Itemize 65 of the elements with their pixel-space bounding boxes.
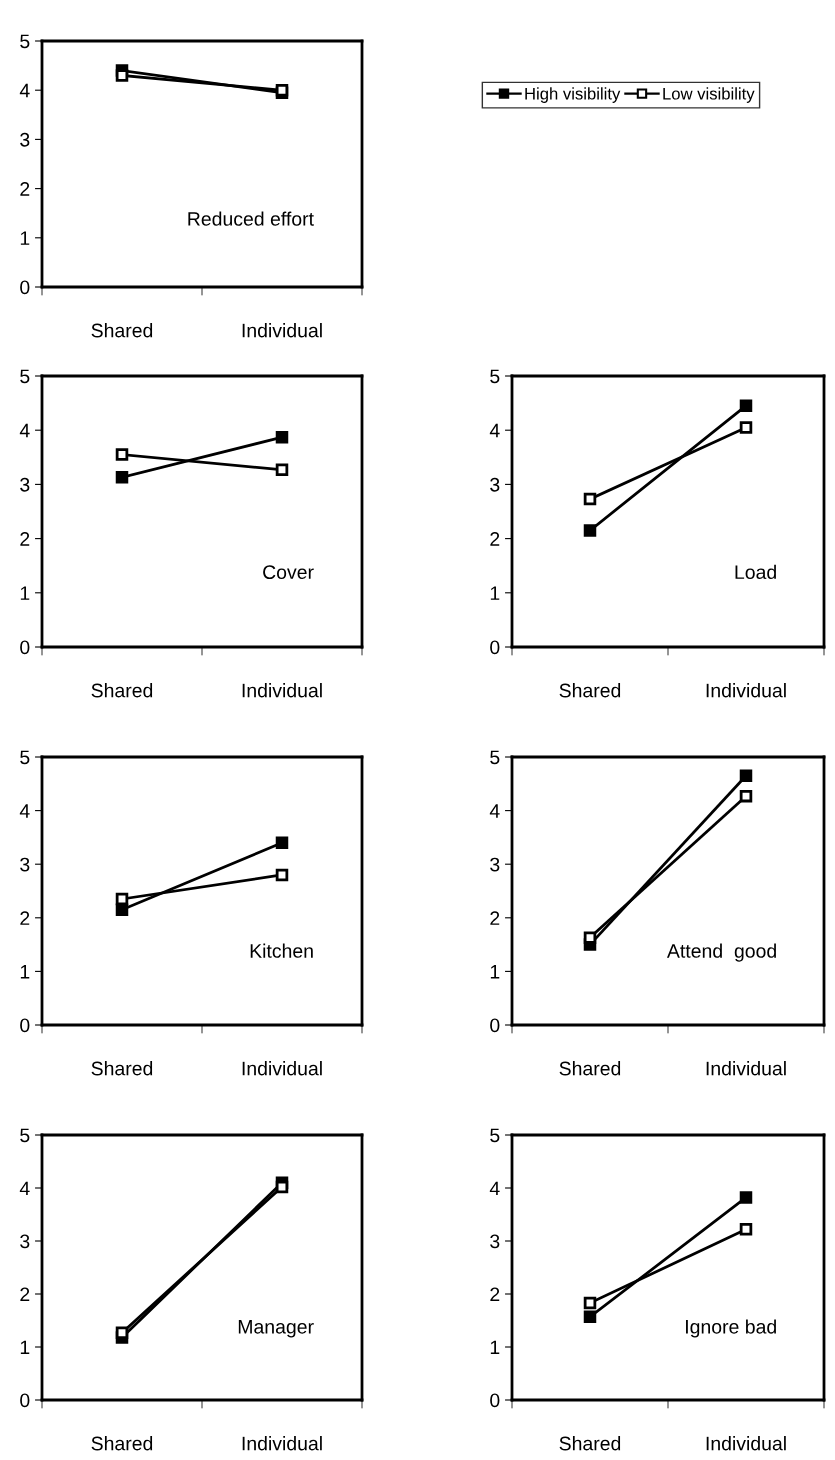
y-tick-label: 0 [20,1018,30,1033]
legend-label: Low visibility [663,87,755,103]
y-tick-label: 4 [489,423,500,438]
y-tick-label: 2 [20,182,30,196]
x-tick-label: Shared [91,1436,153,1451]
x-tick-label: Shared [559,683,621,698]
y-tick-label: 3 [20,477,30,492]
x-tick-label: Shared [91,683,153,698]
legend-label: High visibility [525,87,621,103]
y-tick-label: 5 [20,34,30,49]
y-tick-label: 1 [490,965,500,979]
y-tick-label: 1 [20,586,30,600]
annotation: Load [735,564,776,580]
y-tick-label: 3 [20,132,30,147]
y-tick-label: 0 [490,1018,500,1033]
y-tick-label: 4 [489,1181,500,1196]
y-tick-label: 2 [20,532,30,546]
y-tick-label: 0 [490,1393,500,1408]
annotation: Manager [238,1320,314,1338]
x-tick-label: Shared [91,1061,153,1076]
x-tick-label: Shared [559,1436,621,1451]
annotation: Ignore bad [686,1319,776,1338]
y-tick-label: 1 [20,231,30,245]
x-tick-label: Individual [242,1436,322,1451]
y-tick-label: 1 [490,1340,500,1355]
x-tick-label: Individual [242,323,322,338]
y-tick-label: 4 [19,83,30,98]
y-tick-label: 1 [490,586,500,600]
y-tick-label: 3 [20,1234,30,1249]
y-tick-label: 5 [490,1128,500,1143]
annotation: Attend good [666,943,776,962]
y-tick-label: 2 [490,532,500,546]
y-tick-label: 4 [19,804,30,818]
y-tick-label: 5 [20,369,30,384]
x-tick-label: Individual [706,1061,786,1076]
y-tick-label: 3 [490,1234,500,1249]
y-tick-label: 2 [20,1287,30,1302]
x-tick-label: Shared [559,1061,621,1076]
annotation: Cover [263,565,314,580]
y-tick-label: 2 [20,911,30,925]
y-tick-label: 2 [490,1287,500,1302]
annotation: Kitchen [250,943,313,958]
y-tick-label: 0 [20,1393,30,1408]
annotation: Reduced effort [188,211,314,226]
y-tick-label: 4 [489,804,500,818]
y-tick-label: 5 [20,750,30,765]
y-tick-label: 2 [490,911,500,925]
y-tick-label: 4 [19,1181,30,1196]
y-tick-label: 3 [490,477,500,492]
x-tick-label: Individual [242,683,322,698]
x-tick-label: Individual [706,683,786,698]
y-tick-label: 0 [20,280,30,295]
x-tick-label: Individual [706,1436,786,1451]
y-tick-label: 4 [19,423,30,438]
y-tick-label: 5 [20,1128,30,1143]
y-tick-label: 0 [490,640,500,655]
y-tick-label: 1 [20,965,30,979]
y-tick-label: 5 [490,369,500,384]
y-tick-label: 3 [490,857,500,872]
x-tick-label: Shared [91,323,153,338]
y-tick-label: 1 [20,1340,30,1355]
y-tick-label: 0 [20,640,30,655]
y-tick-label: 3 [20,857,30,872]
y-tick-label: 5 [490,750,500,765]
x-tick-label: Individual [242,1061,322,1076]
